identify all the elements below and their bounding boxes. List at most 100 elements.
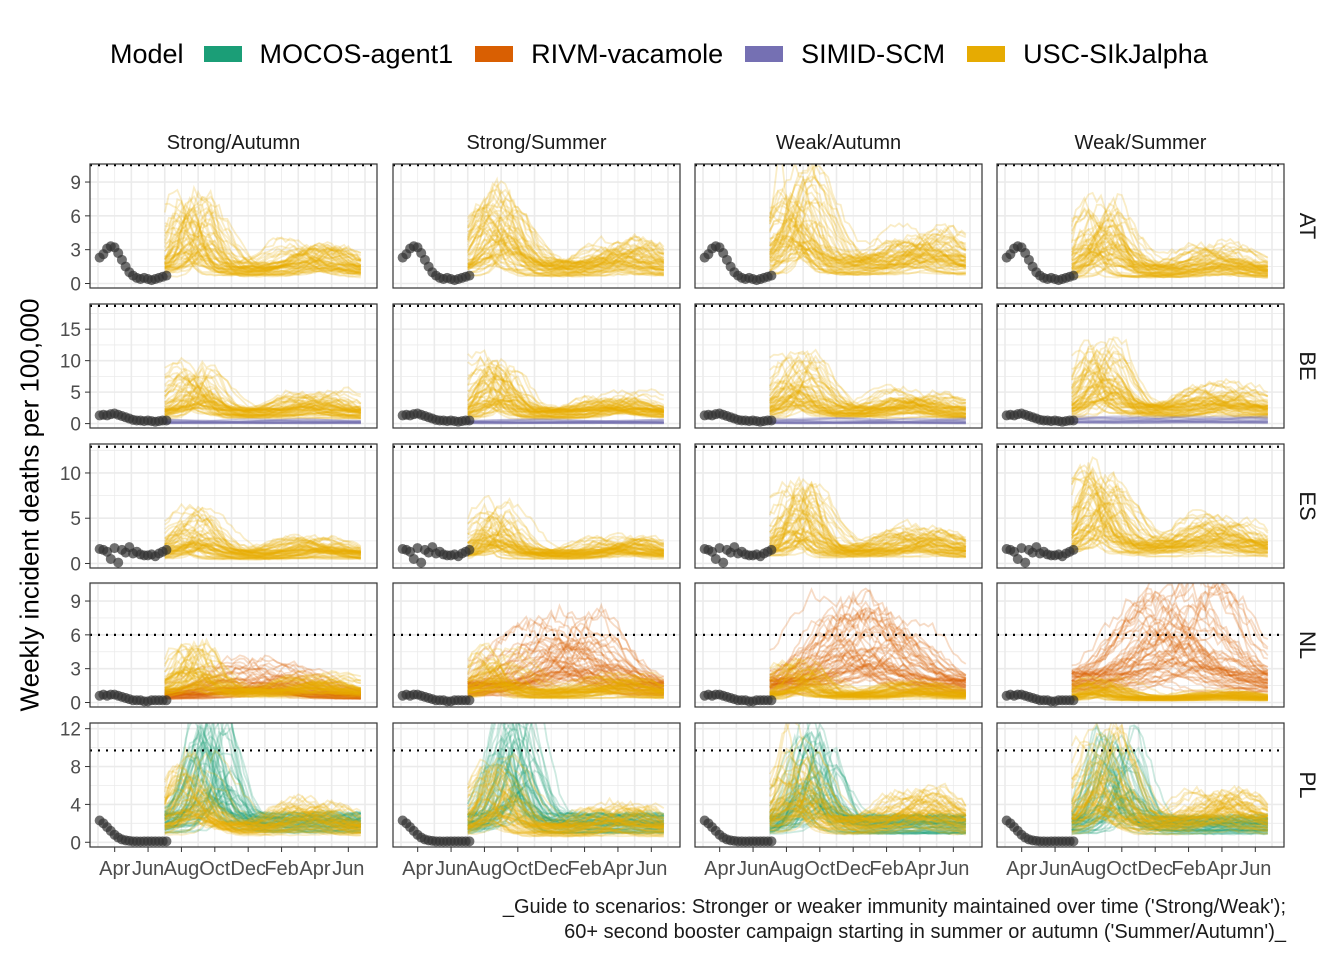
- projection-line-USC-SIkJalpha: [1071, 237, 1269, 273]
- projection-line-USC-SIkJalpha: [1071, 196, 1268, 272]
- projection-line-USC-SIkJalpha: [1071, 471, 1269, 545]
- projection-line-RIVM-vacamole: [467, 644, 664, 687]
- projection-line-USC-SIkJalpha: [164, 811, 361, 832]
- projection-line-USC-SIkJalpha: [164, 787, 362, 830]
- projection-line-MOCOS-agent1: [164, 723, 361, 817]
- observed-point: [464, 544, 475, 555]
- projection-line-USC-SIkJalpha: [164, 676, 361, 693]
- observed-point: [464, 695, 475, 706]
- panel-border: [996, 582, 1285, 708]
- projection-line-MOCOS-agent1: [769, 739, 966, 822]
- projection-line-USC-SIkJalpha: [769, 497, 967, 553]
- projection-line-USC-SIkJalpha: [467, 789, 665, 836]
- projection-line-USC-SIkJalpha: [164, 545, 361, 558]
- projection-line-USC-SIkJalpha: [467, 528, 664, 556]
- projection-line-USC-SIkJalpha: [467, 661, 664, 700]
- projection-line-USC-SIkJalpha: [164, 225, 361, 275]
- projection-line-RIVM-vacamole: [1071, 662, 1268, 689]
- projection-line-USC-SIkJalpha: [1071, 794, 1269, 829]
- projection-line-USC-SIkJalpha: [467, 808, 665, 827]
- projection-line-USC-SIkJalpha: [164, 805, 361, 827]
- projection-line-SIMID-SCM: [769, 417, 966, 424]
- projection-line-MOCOS-agent1: [467, 723, 665, 824]
- projection-line-USC-SIkJalpha: [769, 675, 966, 696]
- projection-line-MOCOS-agent1: [769, 792, 966, 827]
- projection-line-RIVM-vacamole: [164, 664, 361, 696]
- projection-line-USC-SIkJalpha: [467, 679, 665, 695]
- projection-line-RIVM-vacamole: [1071, 638, 1269, 679]
- projection-line-USC-SIkJalpha: [769, 800, 967, 832]
- projection-line-USC-SIkJalpha: [1071, 247, 1268, 277]
- projection-line-USC-SIkJalpha: [769, 400, 966, 418]
- projection-line-USC-SIkJalpha: [769, 219, 966, 261]
- projection-line-USC-SIkJalpha: [467, 647, 665, 692]
- projection-line-USC-SIkJalpha: [467, 778, 665, 827]
- y-tick-label: 0: [70, 693, 81, 714]
- projection-line-USC-SIkJalpha: [1071, 791, 1269, 822]
- projection-line-RIVM-vacamole: [467, 644, 665, 688]
- projection-line-USC-SIkJalpha: [164, 387, 361, 413]
- projection-line-RIVM-vacamole: [467, 655, 664, 686]
- projection-line-RIVM-vacamole: [769, 616, 966, 683]
- legend-title: Model: [110, 38, 184, 69]
- projection-line-MOCOS-agent1: [164, 725, 361, 832]
- projection-line-RIVM-vacamole: [467, 637, 664, 690]
- projection-line-MOCOS-agent1: [1071, 752, 1268, 820]
- projection-line-USC-SIkJalpha: [769, 383, 966, 416]
- projection-line-MOCOS-agent1: [1071, 765, 1269, 823]
- projection-line-RIVM-vacamole: [769, 614, 966, 687]
- projection-line-MOCOS-agent1: [769, 723, 966, 827]
- projection-line-USC-SIkJalpha: [1071, 792, 1268, 822]
- projection-line-USC-SIkJalpha: [1071, 677, 1268, 701]
- projection-line-RIVM-vacamole: [769, 646, 966, 688]
- projection-line-USC-SIkJalpha: [467, 398, 664, 413]
- projection-line-RIVM-vacamole: [467, 671, 664, 687]
- projection-line-MOCOS-agent1: [467, 781, 665, 819]
- observed-point: [464, 836, 475, 847]
- projection-line-RIVM-vacamole: [769, 587, 967, 679]
- projection-line-MOCOS-agent1: [467, 723, 664, 828]
- panel-background: [997, 723, 1284, 847]
- x-tick-label: Jun: [332, 858, 364, 880]
- projection-line-MOCOS-agent1: [769, 771, 966, 830]
- projection-line-RIVM-vacamole: [769, 596, 966, 691]
- projection-line-USC-SIkJalpha: [1070, 782, 1269, 821]
- projection-line-RIVM-vacamole: [769, 612, 966, 692]
- projection-line-USC-SIkJalpha: [1071, 529, 1268, 555]
- projection-line-USC-SIkJalpha: [164, 388, 361, 420]
- projection-line-USC-SIkJalpha: [769, 687, 967, 697]
- projection-line-MOCOS-agent1: [769, 723, 967, 820]
- projection-line-USC-SIkJalpha: [1071, 210, 1268, 279]
- x-tick-label: Jun: [435, 858, 467, 880]
- projection-line-MOCOS-agent1: [1071, 758, 1268, 832]
- projection-line-USC-SIkJalpha: [164, 216, 361, 274]
- projection-line-USC-SIkJalpha: [467, 246, 665, 270]
- projection-line-USC-SIkJalpha: [164, 804, 361, 829]
- projection-line-SIMID-SCM: [1071, 415, 1268, 423]
- projection-line-MOCOS-agent1: [163, 733, 362, 829]
- projection-line-SIMID-SCM: [769, 418, 966, 424]
- projection-line-USC-SIkJalpha: [467, 652, 665, 688]
- projection-line-USC-SIkJalpha: [164, 386, 362, 419]
- projection-line-USC-SIkJalpha: [769, 683, 966, 701]
- projection-line-RIVM-vacamole: [769, 651, 966, 683]
- projection-line-USC-SIkJalpha: [164, 240, 361, 274]
- projection-line-MOCOS-agent1: [1070, 725, 1268, 825]
- projection-line-RIVM-vacamole: [1071, 663, 1269, 687]
- projection-line-USC-SIkJalpha: [1071, 396, 1268, 414]
- projection-line-USC-SIkJalpha: [164, 749, 361, 827]
- projection-line-USC-SIkJalpha: [1071, 684, 1268, 702]
- x-tick-label: Jun: [1039, 858, 1071, 880]
- projection-line-USC-SIkJalpha: [467, 354, 664, 413]
- projection-line-USC-SIkJalpha: [769, 687, 966, 698]
- projection-line-USC-SIkJalpha: [769, 686, 966, 700]
- projection-line-USC-SIkJalpha: [1071, 741, 1269, 825]
- projection-line-USC-SIkJalpha: [164, 397, 361, 413]
- projection-line-USC-SIkJalpha: [164, 799, 361, 828]
- projection-line-USC-SIkJalpha: [1071, 683, 1268, 700]
- projection-line-USC-SIkJalpha: [164, 542, 361, 557]
- projection-line-USC-SIkJalpha: [1071, 693, 1268, 700]
- projection-line-SIMID-SCM: [769, 421, 966, 425]
- projection-line-USC-SIkJalpha: [1070, 373, 1268, 407]
- projection-line-USC-SIkJalpha: [467, 214, 665, 277]
